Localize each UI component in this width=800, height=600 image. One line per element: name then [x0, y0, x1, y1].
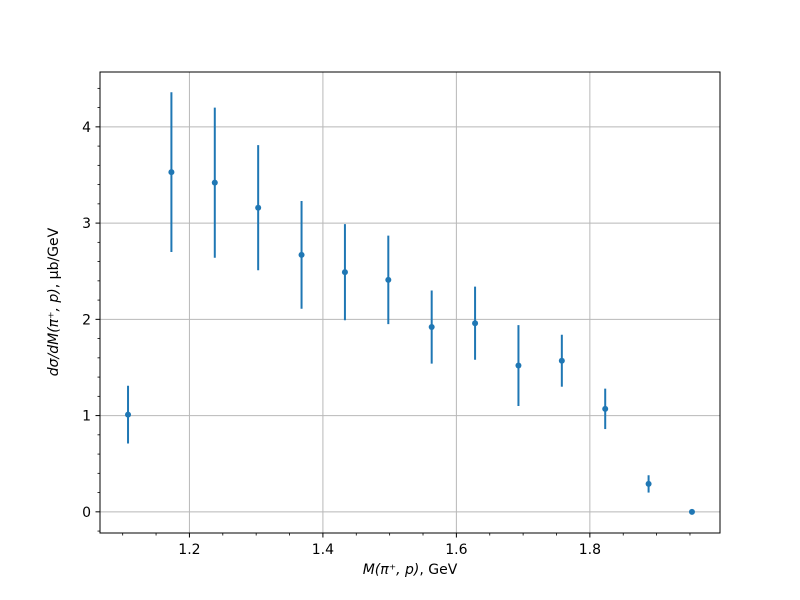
data-point [211, 179, 218, 186]
plot-frame [99, 71, 721, 534]
y-axis-label: dσ/dM(π⁺, p), μb/GeV [46, 228, 62, 376]
x-axis-label-unit: , GeV [419, 562, 458, 578]
data-point [602, 405, 609, 412]
data-point [645, 480, 652, 487]
y-tick-label: 4 [82, 120, 91, 136]
y-tick-label: 2 [82, 312, 91, 328]
data-point [125, 411, 132, 418]
data-point [558, 357, 565, 364]
data-point [472, 320, 479, 327]
data-point [385, 276, 392, 283]
x-tick-label: 1.4 [312, 542, 334, 558]
y-tick-label: 3 [82, 216, 91, 232]
data-point [255, 204, 262, 211]
data-point [341, 269, 348, 276]
data-point [428, 324, 435, 331]
data-point [168, 169, 175, 176]
data-point [515, 362, 522, 369]
x-tick-label: 1.2 [178, 542, 200, 558]
y-tick-label: 0 [82, 505, 91, 521]
y-tick-label: 1 [82, 409, 91, 425]
y-axis-label-math: dσ/dM(π⁺, p) [46, 288, 62, 377]
x-axis-label-math: M(π⁺, p) [362, 562, 420, 578]
x-tick-label: 1.8 [579, 542, 601, 558]
x-axis-label: M(π⁺, p), GeV [100, 562, 720, 578]
data-point [298, 251, 305, 258]
x-tick-label: 1.6 [445, 542, 467, 558]
y-axis-label-unit: , μb/GeV [46, 227, 62, 289]
data-point [688, 508, 695, 515]
